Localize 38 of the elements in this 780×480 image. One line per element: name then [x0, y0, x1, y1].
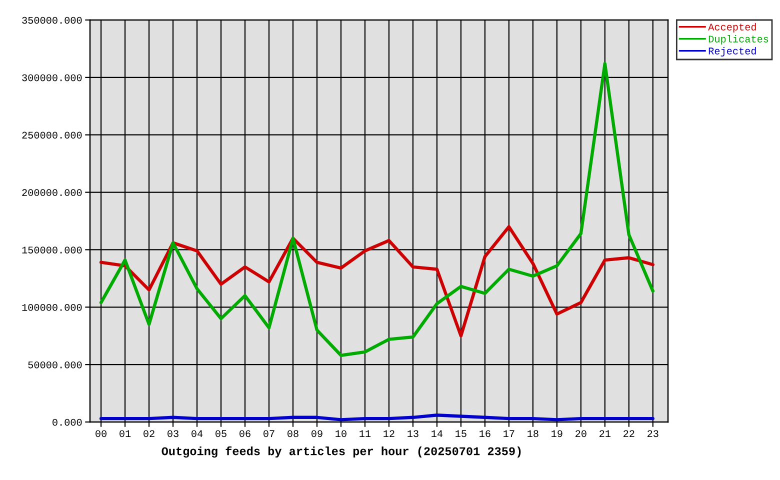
x-tick-label: 17 — [504, 430, 514, 437]
x-tick-label: 11 — [360, 430, 371, 437]
x-tick-label: 21 — [600, 430, 610, 437]
x-tick-label: 04 — [192, 430, 203, 438]
x-tick-label: 10 — [336, 430, 346, 438]
y-tick-label: 50000.000 — [28, 361, 82, 368]
x-tick-label: 12 — [384, 430, 394, 437]
x-tick-label: 18 — [528, 430, 538, 438]
legend-label: Rejected — [708, 47, 756, 56]
x-tick-label: 03 — [168, 430, 178, 438]
x-tick-label: 14 — [432, 430, 443, 437]
legend-label: Duplicates — [708, 35, 768, 44]
x-tick-label: 16 — [480, 430, 490, 438]
x-tick-label: 01 — [120, 430, 131, 438]
y-tick-label: 0.000 — [52, 418, 82, 426]
x-tick-label: 19 — [552, 430, 562, 438]
x-tick-label: 09 — [312, 430, 322, 438]
line-series — [99, 62, 654, 357]
y-tick-label: 350000.000 — [22, 16, 82, 24]
x-tick-label: 23 — [648, 430, 658, 438]
x-tick-label: 02 — [144, 430, 154, 438]
x-tick-label: 06 — [240, 430, 250, 438]
x-tick-label: 00 — [96, 430, 106, 438]
x-tick-label: 05 — [216, 430, 226, 438]
x-tick-label: 15 — [456, 430, 466, 438]
y-tick-label: 300000.000 — [22, 74, 82, 82]
line-series — [99, 225, 654, 338]
y-tick-label: 100000.000 — [22, 304, 82, 311]
x-tick-label: 13 — [408, 430, 418, 438]
y-tick-label: 200000.000 — [22, 189, 82, 196]
x-tick-label: 22 — [624, 430, 634, 437]
text: Outgoing feeds by articles per hour (20250701 2359) — [162, 446, 521, 458]
y-tick-label: 250000.000 — [22, 132, 82, 139]
x-tick-label: 08 — [288, 430, 298, 438]
legend-label: Accepted — [708, 23, 756, 32]
x-tick-label: 20 — [576, 430, 586, 438]
y-tick-label: 150000.000 — [22, 246, 82, 254]
x-tick-label: 07 — [264, 430, 274, 438]
